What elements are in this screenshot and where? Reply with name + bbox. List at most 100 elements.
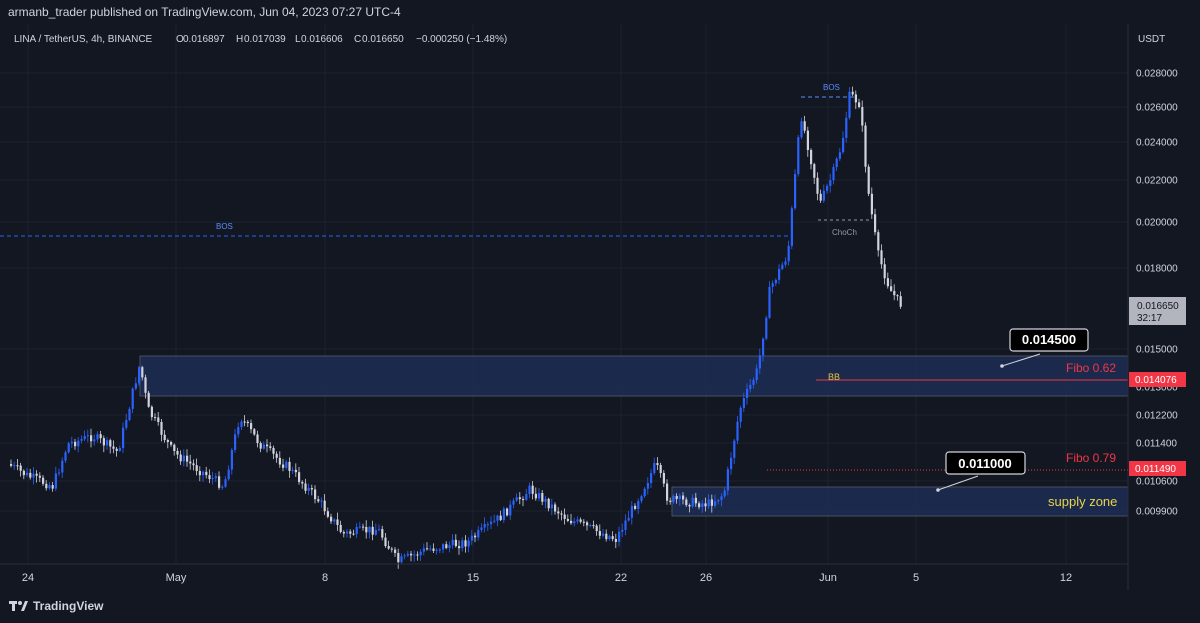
candle-body: [598, 531, 601, 536]
candle-body: [694, 497, 697, 504]
fibo-079-label: Fibo 0.79: [1066, 451, 1116, 465]
candle-body: [618, 531, 621, 542]
candle-body: [848, 91, 851, 118]
candle-body: [173, 444, 176, 451]
candle-body: [138, 367, 141, 384]
candle-body: [726, 469, 729, 491]
candle-body: [38, 475, 41, 478]
candle-body: [845, 117, 848, 138]
candle-body: [410, 553, 413, 556]
candle-body: [13, 465, 16, 467]
candle-body: [48, 485, 51, 489]
candle-body: [336, 519, 339, 525]
candle-body: [717, 500, 720, 502]
candle-body: [227, 469, 230, 480]
fibo-062-badge: 0.014076: [1129, 372, 1186, 387]
price-chart[interactable]: BOS BOS ChoCh Fibo 0.62 BB Fibo 0.79 sup…: [0, 24, 1200, 590]
candle-body: [531, 485, 534, 494]
candle-body: [93, 439, 96, 442]
candle-body: [416, 554, 419, 556]
candle-body: [419, 551, 422, 556]
candle-body: [896, 295, 899, 297]
choch-label: ChoCh: [832, 228, 857, 237]
candle-body: [691, 497, 694, 507]
candle-body: [496, 515, 499, 521]
fibo-079-value: 0.011490: [1135, 464, 1176, 475]
candle-body: [547, 498, 550, 509]
time-tick-label: 24: [22, 572, 34, 584]
candle-body: [704, 503, 707, 507]
candle-body: [32, 473, 35, 478]
time-tick-label: May: [166, 572, 187, 584]
candle-body: [285, 461, 288, 468]
candle-body: [685, 499, 688, 506]
candle-body: [605, 533, 608, 540]
candle-body: [176, 450, 179, 455]
candle-body: [278, 457, 281, 465]
candle-body: [118, 447, 121, 451]
candle-body: [736, 421, 739, 441]
candle-body: [861, 106, 864, 126]
candle-body: [256, 434, 259, 444]
candle-body: [579, 519, 582, 522]
candle-body: [528, 485, 531, 495]
tradingview-brand[interactable]: TradingView: [9, 599, 103, 613]
candle-body: [394, 549, 397, 553]
legend-change: −0.000250 (−1.48%): [416, 34, 507, 45]
candle-body: [646, 483, 649, 489]
candle-body: [835, 158, 838, 168]
candle-body: [522, 499, 525, 501]
candle-body: [874, 214, 877, 233]
candle-body: [762, 338, 765, 356]
candle-body: [326, 511, 329, 517]
upper-zone: [139, 355, 1129, 397]
candle-body: [192, 463, 195, 466]
candle-body: [886, 278, 889, 287]
candle-body: [240, 421, 243, 428]
candle-body: [454, 539, 457, 547]
candle-body: [864, 125, 867, 167]
candle-body: [778, 269, 781, 280]
candle-body: [246, 421, 249, 424]
candle-body: [829, 180, 832, 186]
candle-body: [586, 522, 589, 526]
candle-body: [397, 552, 400, 563]
candles: [10, 86, 902, 569]
candle-body: [294, 469, 297, 473]
candle-body: [374, 529, 377, 535]
candle-body: [765, 317, 768, 339]
chart-area[interactable]: BOS BOS ChoCh Fibo 0.62 BB Fibo 0.79 sup…: [0, 24, 1200, 590]
candle-body: [573, 521, 576, 524]
candle-body: [80, 439, 83, 441]
candle-body: [157, 417, 160, 422]
candle-body: [890, 286, 893, 291]
time-tick-label: 8: [322, 572, 328, 584]
tradingview-logo-icon: [9, 601, 28, 611]
fibo-062-value: 0.014076: [1135, 375, 1177, 386]
candle-body: [672, 495, 675, 502]
candle-body: [218, 476, 221, 488]
candle-body: [608, 536, 611, 540]
candle-body: [509, 504, 512, 516]
candle-body: [147, 392, 150, 407]
candle-body: [186, 455, 189, 462]
candle-body: [790, 208, 793, 246]
candle-body: [445, 544, 448, 549]
candle-body: [125, 420, 128, 428]
candle-body: [640, 496, 643, 502]
candle-body: [368, 526, 371, 533]
candle-body: [214, 476, 217, 479]
candle-body: [86, 435, 89, 437]
candle-body: [413, 554, 416, 556]
candle-body: [880, 250, 883, 265]
time-tick-label: 22: [615, 572, 627, 584]
fibo-079-badge: 0.011490: [1129, 461, 1186, 476]
candle-body: [707, 499, 710, 507]
candle-body: [611, 536, 614, 540]
candle-body: [262, 444, 265, 449]
legend-l-label: L: [295, 34, 301, 45]
candle-body: [269, 446, 272, 448]
price-tick-label: 0.013000: [1136, 383, 1178, 394]
candle-body: [250, 423, 253, 430]
candle-body: [102, 438, 105, 446]
